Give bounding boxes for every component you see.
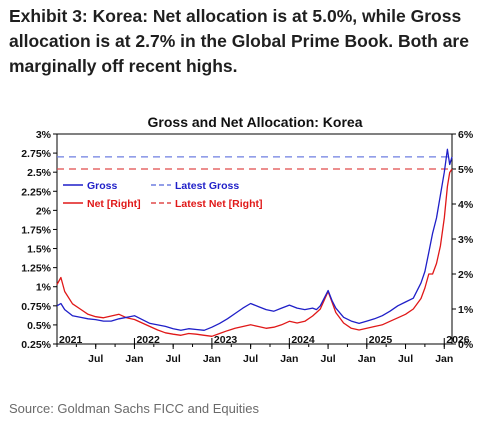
y-left-tick-label: 0.5% xyxy=(27,320,52,332)
chart-svg: Gross and Net Allocation: Korea 3% 2.75% 2… xyxy=(21,114,474,365)
x-month-label: Jul xyxy=(320,353,335,365)
y-right-tick-label: 1% xyxy=(458,304,474,316)
chart-title: Gross and Net Allocation: Korea xyxy=(148,114,363,130)
x-year-label: 2025 xyxy=(369,334,393,346)
x-month-label: Jan xyxy=(435,353,453,365)
y-right-tick-label: 4% xyxy=(458,199,474,211)
series-layer xyxy=(56,148,453,337)
x-month-label: Jul xyxy=(243,353,258,365)
x-year-label: 2026 xyxy=(446,334,470,346)
x-month-label: Jan xyxy=(125,353,143,365)
legend: Gross Latest Gross Net [Right] Latest Net [… xyxy=(63,180,263,210)
y-left-tick-label: 0.75% xyxy=(21,301,51,313)
x-month-label: Jan xyxy=(280,353,298,365)
source-note: Source: Goldman Sachs FICC and Equities xyxy=(9,401,260,416)
y-right-tick-label: 6% xyxy=(458,129,474,141)
x-year-label: 2023 xyxy=(214,334,238,346)
y-left-tick-label: 1% xyxy=(36,282,52,294)
y-left-tick-label: 1.75% xyxy=(21,224,51,236)
y-left-tick-label: 2.75% xyxy=(21,148,51,160)
x-month-label: Jan xyxy=(358,353,376,365)
plot-frame xyxy=(56,133,453,345)
x-month-label: Jan xyxy=(203,353,221,365)
y-left-tick-label: 2% xyxy=(36,205,52,217)
y-right-tick-label: 3% xyxy=(458,234,474,246)
series-line-net-right xyxy=(56,168,453,337)
headline: Exhibit 3: Korea: Net allocation is at 5… xyxy=(9,6,469,76)
series-line-gross xyxy=(56,148,453,331)
y-left-tick-label: 2.25% xyxy=(21,186,51,198)
x-month-label: Jul xyxy=(88,353,103,365)
legend-label: Gross xyxy=(87,180,118,192)
legend-label: Net [Right] xyxy=(87,198,141,210)
y-right-tick-label: 0% xyxy=(458,339,474,351)
axes-layer: 3% 2.75% 2.5% 2.25% 2% 1.75% 1.5% 1.25% 1% 0.75% 0… xyxy=(21,129,474,365)
y-left-tick-label: 1.5% xyxy=(27,244,52,256)
y-left-tick-label: 1.25% xyxy=(21,263,51,275)
chart-container: Gross and Net Allocation: Korea 3% 2.75% 2… xyxy=(0,110,500,390)
y-left-tick-label: 0.25% xyxy=(21,339,51,351)
reference-lines xyxy=(57,156,452,170)
x-year-label: 2022 xyxy=(136,334,160,346)
x-year-label: 2021 xyxy=(59,334,83,346)
x-month-label: Jul xyxy=(166,353,181,365)
x-year-label: 2024 xyxy=(291,334,315,346)
x-month-label: Jul xyxy=(398,353,413,365)
y-left-tick-label: 2.5% xyxy=(27,167,52,179)
legend-label: Latest Net [Right] xyxy=(175,198,263,210)
legend-label: Latest Gross xyxy=(175,180,239,192)
y-right-tick-label: 2% xyxy=(458,269,474,281)
y-right-tick-label: 5% xyxy=(458,164,474,176)
y-left-tick-label: 3% xyxy=(36,129,52,141)
